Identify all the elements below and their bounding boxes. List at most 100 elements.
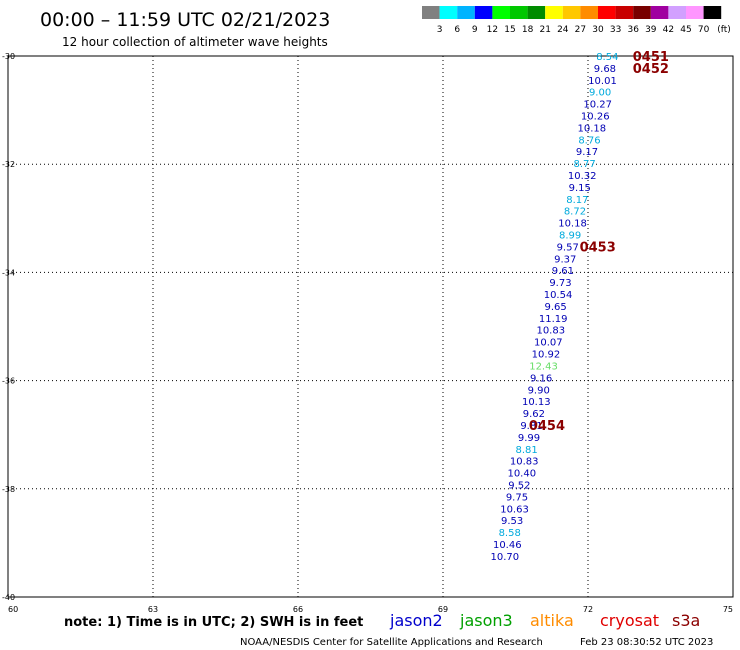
legend-swatch <box>650 6 669 19</box>
wave-height-label: 10.13 <box>522 397 551 408</box>
x-axis-ticks: 60 63 66 69 72 75 <box>8 605 733 614</box>
footer-note: note: 1) Time is in UTC; 2) SWH is in fe… <box>64 615 363 630</box>
wave-height-label: 10.01 <box>588 76 617 87</box>
satellite-altika: altika <box>530 611 574 630</box>
wave-height-label: 9.17 <box>576 147 598 158</box>
legend-swatch <box>703 6 722 19</box>
satellite-jason2: jason2 <box>389 611 443 630</box>
wave-height-label: 9.99 <box>518 433 540 444</box>
legend-value: 36 <box>627 25 639 35</box>
wave-height-label: 8.58 <box>499 528 521 539</box>
wave-height-label: 9.61 <box>552 266 574 277</box>
wave-height-label: 9.68 <box>594 64 616 75</box>
time-label: 0453 <box>580 240 616 255</box>
wave-height-label: 10.18 <box>558 219 587 230</box>
wave-height-label: 9.16 <box>530 373 552 384</box>
legend-value: 6 <box>454 25 460 35</box>
legend-value: 45 <box>680 25 691 35</box>
satellite-cryosat: cryosat <box>600 611 659 630</box>
x-tick-label: 60 <box>8 605 18 614</box>
legend-value: 9 <box>472 25 478 35</box>
wave-height-label: 9.57 <box>557 242 579 253</box>
satellite-s3a: s3a <box>672 611 700 630</box>
wave-height-label: 10.46 <box>493 540 522 551</box>
wave-height-label: 10.27 <box>583 100 612 111</box>
legend-swatch <box>633 6 651 19</box>
wave-height-label: 10.18 <box>578 123 607 134</box>
legend-value: 21 <box>539 25 550 35</box>
legend-value: 70 <box>698 25 710 35</box>
legend-swatch <box>615 6 634 19</box>
legend-value: 42 <box>663 25 674 35</box>
wave-height-label: 8.17 <box>566 195 588 206</box>
time-label: 0452 <box>633 62 669 77</box>
wave-height-label: 8.99 <box>559 231 581 242</box>
wave-height-label: 9.75 <box>506 492 528 503</box>
time-label: 0454 <box>529 419 565 434</box>
wave-height-label: 10.83 <box>510 457 539 468</box>
wave-height-label: 9.37 <box>554 254 576 265</box>
x-tick-label: 69 <box>438 605 448 614</box>
wave-height-label: 10.54 <box>544 290 573 301</box>
time-label: 0451 <box>633 50 669 65</box>
wave-height-label: 10.70 <box>491 552 520 563</box>
wave-height-label: 12.43 <box>529 361 558 372</box>
wave-height-label: 9.65 <box>544 302 566 313</box>
legend-value: 30 <box>592 25 604 35</box>
grid-lines <box>8 56 733 597</box>
legend-swatch <box>422 6 440 19</box>
wave-height-label: 8.77 <box>573 159 595 170</box>
wave-height-label: 8.54 <box>596 52 618 63</box>
chart-title: 00:00 – 11:59 UTC 02/21/2023 <box>40 9 330 31</box>
wave-height-label: 10.07 <box>534 338 563 349</box>
wave-height-label: 10.26 <box>581 112 610 123</box>
legend-swatch <box>474 6 493 19</box>
wave-height-label: 10.63 <box>500 504 529 515</box>
y-axis-ticks: -30 -32 -34 -36 -38 -40 <box>2 52 15 602</box>
wave-height-label: 9.62 <box>523 409 545 420</box>
wave-height-label: 9.90 <box>528 385 550 396</box>
wave-height-label: 8.81 <box>515 445 537 456</box>
legend-value: 15 <box>504 25 515 35</box>
legend-swatch <box>457 6 475 19</box>
wave-height-label: 11.19 <box>539 314 568 325</box>
y-tick-label: -38 <box>2 485 15 494</box>
data-points: 8.549.6810.019.0010.2710.2610.188.769.17… <box>491 52 619 563</box>
wave-height-label: 10.32 <box>568 171 597 182</box>
wave-height-label: 9.52 <box>508 480 530 491</box>
y-tick-label: -32 <box>2 160 15 169</box>
plot-area: -30 -32 -34 -36 -38 -40 60 63 66 69 72 75 8.549.68… <box>2 50 734 614</box>
legend-swatch <box>668 6 686 19</box>
color-legend: 3 6 9 12 15 18 21 24 27 30 33 36 39 42 45 70 (ft) <box>422 6 731 35</box>
wave-height-label: 9.00 <box>589 88 611 99</box>
wave-height-label: 9.81 <box>520 421 542 432</box>
satellite-legend: jason2 jason3 altika cryosat s3a <box>389 611 700 630</box>
wave-height-label: 8.76 <box>578 135 600 146</box>
x-tick-label: 75 <box>723 605 733 614</box>
y-tick-label: -30 <box>2 52 15 61</box>
footer-credit: NOAA/NESDIS Center for Satellite Applica… <box>240 637 543 648</box>
y-tick-label: -36 <box>2 377 15 386</box>
x-tick-label: 66 <box>293 605 303 614</box>
x-tick-label: 72 <box>583 605 593 614</box>
x-tick-label: 63 <box>148 605 158 614</box>
chart-subtitle: 12 hour collection of altimeter wave hei… <box>62 35 328 49</box>
wave-height-label: 9.73 <box>549 278 571 289</box>
legend-swatch <box>439 6 458 19</box>
legend-swatch <box>510 6 528 19</box>
wave-height-label: 10.83 <box>536 326 565 337</box>
legend-value: 3 <box>437 25 443 35</box>
legend-value: 33 <box>610 25 621 35</box>
legend-swatch <box>598 6 616 19</box>
legend-unit: (ft) <box>717 25 731 35</box>
footer-timestamp: Feb 23 08:30:52 UTC 2023 <box>580 637 713 648</box>
legend-swatch <box>686 6 704 19</box>
y-tick-label: -34 <box>2 268 15 277</box>
legend-swatch <box>562 6 581 19</box>
wave-height-label: 9.15 <box>569 183 591 194</box>
wave-height-label: 10.92 <box>532 350 561 361</box>
wave-height-label: 9.53 <box>501 516 523 527</box>
wave-height-label: 10.40 <box>507 469 536 480</box>
plot-frame <box>7 55 734 598</box>
